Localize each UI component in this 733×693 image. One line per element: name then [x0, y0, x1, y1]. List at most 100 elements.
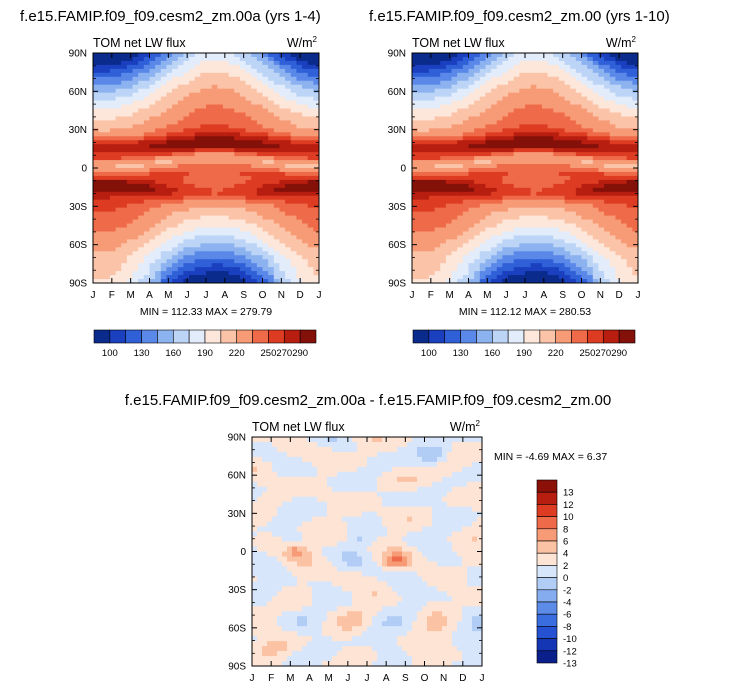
heatmap-cell	[93, 132, 100, 137]
heatmap-cell	[547, 96, 554, 102]
heatmap-cell	[166, 235, 173, 240]
heatmap-cell	[279, 116, 286, 122]
heatmap-cell	[262, 219, 269, 225]
heatmap-cell	[598, 171, 605, 177]
heatmap-cell	[508, 53, 515, 58]
heatmap-cell	[508, 271, 515, 276]
heatmap-cell	[502, 219, 509, 225]
heatmap-cell	[615, 108, 622, 114]
heatmap-cell	[121, 171, 128, 177]
heatmap-cell	[222, 92, 230, 98]
heatmap-cell	[273, 275, 281, 280]
heatmap-cell	[609, 128, 616, 133]
heatmap-cell	[222, 136, 230, 141]
heatmap-cell	[479, 112, 487, 118]
heatmap-cell	[541, 68, 549, 74]
heatmap-cell	[530, 136, 537, 141]
heatmap-cell	[558, 152, 566, 157]
heatmap-cell	[598, 100, 605, 106]
heatmap-cell	[621, 239, 628, 244]
heatmap-cell	[211, 199, 218, 205]
heatmap-cell	[279, 255, 286, 260]
heatmap-cell	[307, 207, 314, 213]
heatmap-cell	[468, 88, 475, 94]
heatmap-cell	[462, 235, 470, 240]
heatmap-cell	[172, 271, 179, 276]
heatmap-cell	[211, 231, 218, 237]
heatmap-cell	[451, 64, 458, 70]
heatmap-cell	[502, 72, 509, 78]
heatmap-cell	[194, 160, 201, 165]
heatmap-cell	[479, 144, 487, 149]
heatmap-cell	[423, 251, 430, 256]
heatmap-cell	[160, 219, 168, 225]
heatmap-cell	[109, 128, 117, 133]
heatmap-cell	[508, 215, 515, 221]
heatmap-cell	[592, 267, 600, 272]
heatmap-cell	[581, 251, 588, 256]
heatmap-cell	[530, 255, 537, 260]
heatmap-cell	[296, 92, 303, 98]
heatmap-cell	[245, 128, 252, 133]
heatmap-cell	[536, 96, 543, 102]
panel-2-units-label: W/m2	[606, 35, 637, 50]
heatmap-cell	[440, 227, 447, 233]
heatmap-cell	[387, 441, 393, 448]
heatmap-cell	[615, 116, 622, 122]
heatmap-cell	[234, 144, 241, 149]
heatmap-cell	[251, 251, 258, 256]
heatmap-cell	[417, 84, 424, 90]
heatmap-cell	[155, 251, 162, 256]
heatmap-cell	[239, 116, 247, 122]
heatmap-cell	[626, 195, 633, 201]
heatmap-cell	[626, 140, 633, 145]
heatmap-cell	[206, 53, 213, 58]
heatmap-cell	[313, 148, 319, 153]
heatmap-cell	[575, 164, 583, 169]
heatmap-cell	[468, 195, 475, 201]
heatmap-cell	[194, 187, 201, 193]
heatmap-cell	[302, 207, 309, 213]
heatmap-cell	[234, 60, 241, 66]
heatmap-cell	[93, 183, 100, 189]
heatmap-cell	[183, 235, 190, 240]
heatmap-cell	[558, 211, 566, 217]
heatmap-cell	[194, 235, 201, 240]
heatmap-cell	[575, 53, 583, 58]
heatmap-cell	[285, 175, 292, 181]
heatmap-cell	[367, 437, 373, 443]
heatmap-cell	[564, 215, 571, 221]
heatmap-cell	[575, 132, 583, 137]
heatmap-cell	[615, 140, 622, 145]
heatmap-cell	[104, 279, 111, 283]
heatmap-cell	[604, 239, 611, 244]
heatmap-cell	[621, 116, 628, 122]
heatmap-cell	[485, 179, 492, 185]
heatmap-cell	[417, 68, 424, 74]
colorbar-swatch	[188, 329, 206, 344]
heatmap-cell	[189, 275, 196, 280]
heatmap-cell	[513, 116, 520, 122]
heatmap-cell	[126, 279, 134, 283]
heatmap-cell	[626, 152, 633, 157]
heatmap-cell	[417, 227, 424, 233]
heatmap-cell	[234, 108, 241, 114]
heatmap-cell	[138, 247, 145, 252]
heatmap-cell	[626, 164, 633, 169]
heatmap-cell	[126, 140, 134, 145]
heatmap-cell	[621, 255, 628, 260]
heatmap-cell	[160, 100, 168, 106]
heatmap-cell	[251, 195, 258, 201]
heatmap-cell	[457, 124, 464, 129]
heatmap-cell	[581, 215, 588, 221]
heatmap-cell	[172, 140, 179, 145]
heatmap-cell	[632, 104, 638, 110]
heatmap-cell	[149, 215, 156, 221]
heatmap-cell	[149, 148, 156, 153]
heatmap-cell	[245, 168, 252, 173]
heatmap-cell	[462, 152, 470, 157]
heatmap-cell	[575, 72, 583, 78]
heatmap-cell	[222, 53, 230, 58]
heatmap-cell	[211, 144, 218, 149]
heatmap-cell	[155, 199, 162, 205]
